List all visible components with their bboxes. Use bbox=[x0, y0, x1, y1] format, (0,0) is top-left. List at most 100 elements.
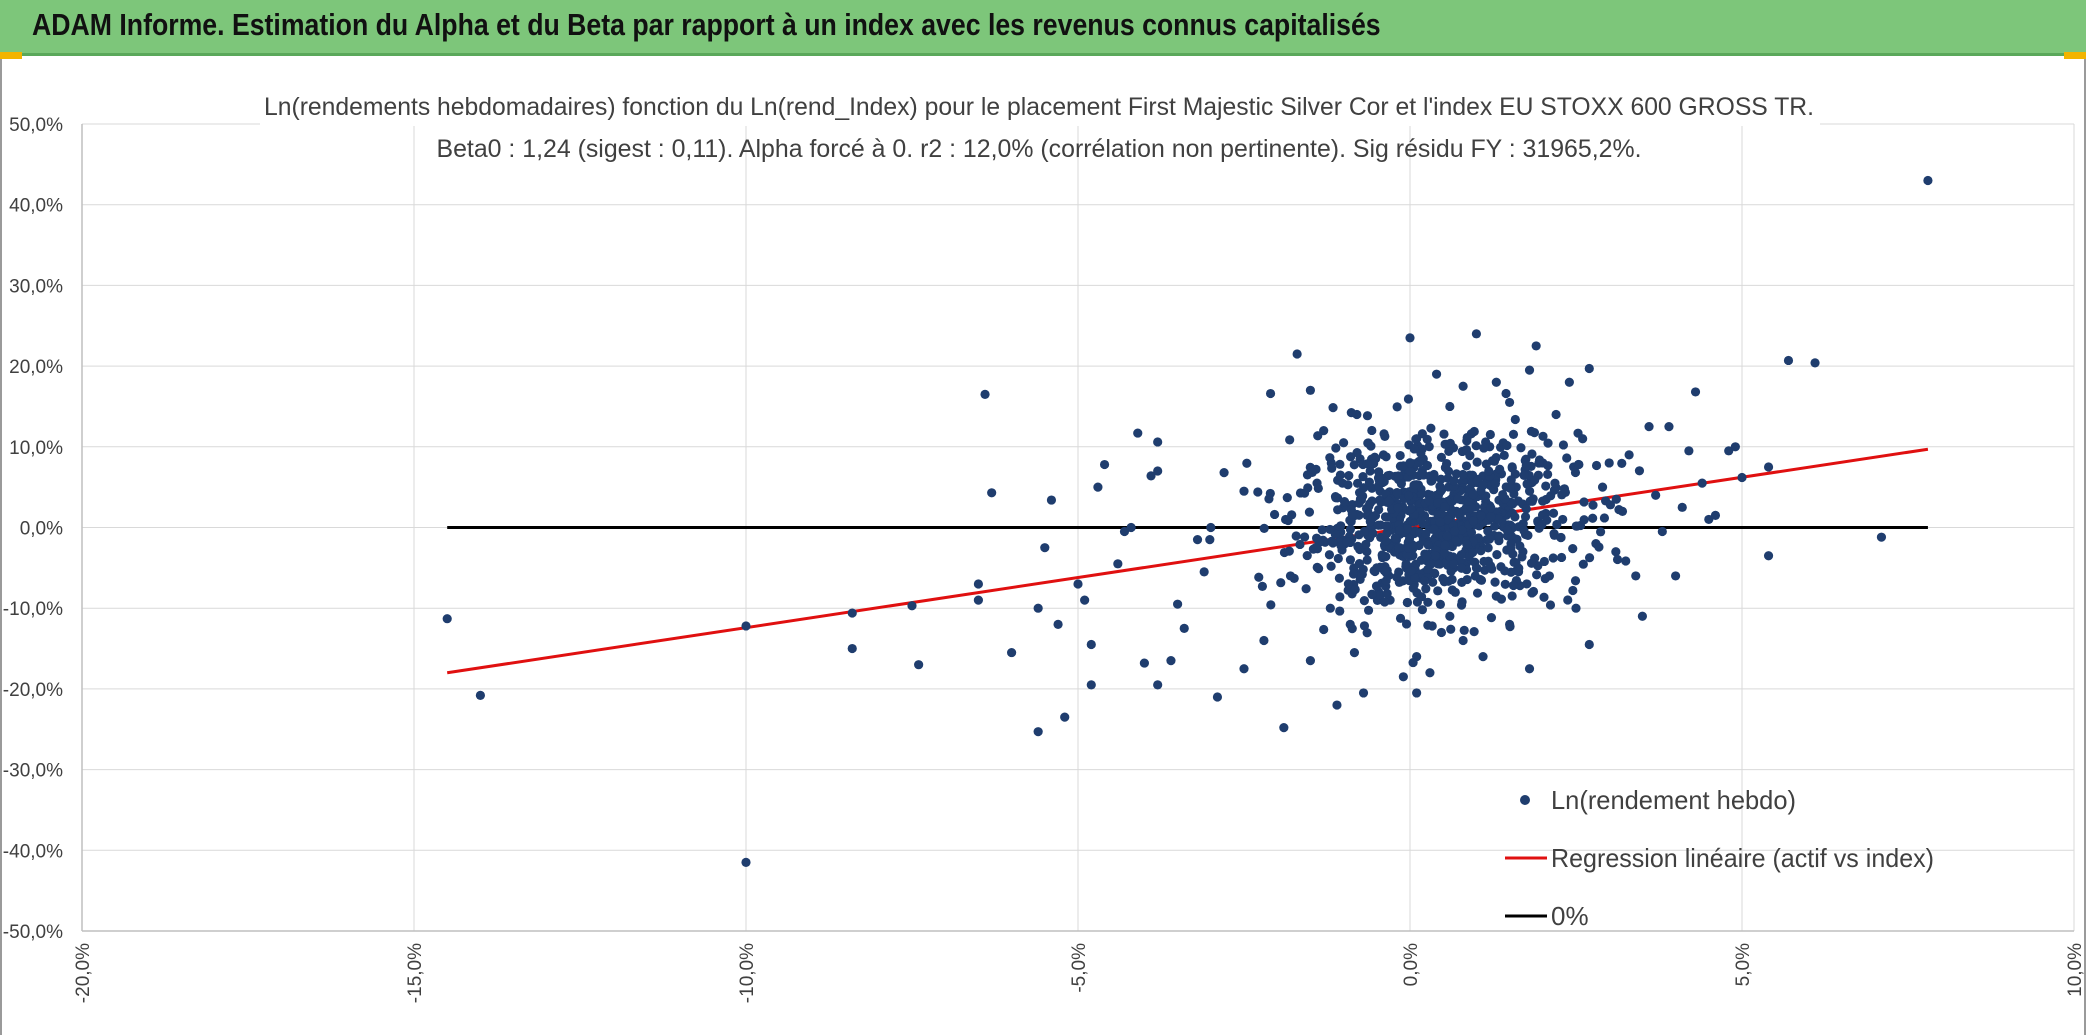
data-point bbox=[1579, 497, 1589, 507]
data-point bbox=[1332, 700, 1342, 710]
data-point bbox=[1330, 492, 1341, 502]
data-point bbox=[1923, 175, 1933, 186]
data-point bbox=[1605, 500, 1616, 510]
data-point bbox=[1371, 581, 1382, 591]
data-point bbox=[1508, 429, 1519, 440]
data-point bbox=[1492, 550, 1502, 560]
data-point bbox=[1429, 472, 1439, 483]
data-point bbox=[1423, 597, 1433, 607]
data-point bbox=[1763, 462, 1774, 472]
data-point bbox=[1499, 450, 1509, 460]
data-point bbox=[1395, 613, 1406, 623]
data-point bbox=[1266, 600, 1276, 610]
y-tick-label: 10,0% bbox=[9, 438, 63, 459]
x-tick-label: -5,0% bbox=[1069, 943, 1090, 993]
data-point bbox=[1384, 496, 1394, 506]
data-point bbox=[1430, 551, 1440, 561]
data-point bbox=[1393, 471, 1404, 481]
data-point bbox=[1380, 597, 1390, 607]
data-point bbox=[1126, 522, 1136, 533]
y-tick-label: -40,0% bbox=[3, 841, 63, 862]
data-point bbox=[1368, 528, 1378, 538]
data-point bbox=[1466, 527, 1477, 538]
data-point bbox=[1737, 472, 1747, 483]
data-point bbox=[1421, 584, 1431, 594]
data-point bbox=[1205, 535, 1215, 545]
data-point bbox=[1445, 438, 1455, 448]
data-point bbox=[1401, 619, 1412, 629]
data-point bbox=[1086, 680, 1096, 690]
data-point bbox=[1362, 411, 1373, 421]
data-point bbox=[1424, 442, 1434, 452]
data-point bbox=[1572, 521, 1582, 531]
data-point bbox=[1543, 438, 1553, 448]
data-point bbox=[1539, 592, 1549, 602]
data-point bbox=[1192, 535, 1203, 545]
data-point bbox=[1368, 512, 1378, 523]
data-point bbox=[1239, 664, 1249, 674]
data-point bbox=[1510, 512, 1520, 522]
data-point bbox=[1556, 552, 1567, 563]
y-tick-label: 50,0% bbox=[9, 115, 63, 136]
data-point bbox=[1558, 440, 1569, 450]
data-point bbox=[1361, 539, 1371, 549]
data-point bbox=[1543, 469, 1553, 479]
data-point bbox=[1584, 553, 1595, 563]
data-point bbox=[1469, 626, 1479, 637]
data-point bbox=[1433, 586, 1443, 596]
data-point bbox=[973, 595, 984, 605]
data-point bbox=[1548, 508, 1559, 518]
data-point bbox=[1212, 692, 1223, 702]
data-point bbox=[1199, 567, 1209, 577]
data-point bbox=[1433, 498, 1443, 508]
data-point bbox=[1476, 575, 1487, 585]
data-point bbox=[1571, 603, 1581, 613]
data-point bbox=[1548, 553, 1558, 563]
data-point bbox=[1335, 459, 1345, 469]
data-point bbox=[987, 488, 997, 498]
data-point bbox=[1382, 528, 1392, 538]
data-point bbox=[1404, 533, 1415, 544]
data-point bbox=[1358, 688, 1369, 698]
data-point bbox=[1426, 423, 1436, 433]
data-point bbox=[1446, 566, 1456, 576]
data-point bbox=[1471, 441, 1481, 451]
data-point bbox=[1139, 658, 1149, 668]
data-point bbox=[1524, 365, 1535, 375]
data-point bbox=[1390, 533, 1400, 543]
data-point bbox=[1410, 480, 1420, 490]
data-point bbox=[1562, 453, 1572, 463]
data-point bbox=[1442, 531, 1452, 541]
data-point bbox=[741, 857, 751, 868]
data-point bbox=[1362, 547, 1372, 557]
data-point bbox=[1549, 485, 1560, 495]
data-point bbox=[1343, 579, 1353, 589]
data-point bbox=[1449, 526, 1460, 536]
data-point bbox=[1624, 450, 1634, 460]
data-point bbox=[1573, 459, 1584, 470]
legend-marker-points bbox=[1520, 795, 1530, 805]
data-point bbox=[1153, 437, 1163, 447]
data-point bbox=[1379, 429, 1389, 439]
data-point bbox=[1354, 530, 1364, 540]
data-point bbox=[1443, 515, 1453, 525]
data-point bbox=[1406, 504, 1416, 514]
data-point bbox=[1486, 503, 1496, 513]
data-point bbox=[1328, 402, 1338, 413]
data-point bbox=[1513, 567, 1524, 577]
data-point bbox=[1359, 596, 1369, 606]
data-point bbox=[1381, 452, 1391, 462]
data-point bbox=[1265, 388, 1276, 399]
data-point bbox=[1347, 509, 1357, 519]
data-point bbox=[1392, 572, 1402, 582]
data-point bbox=[1422, 434, 1432, 444]
data-point bbox=[1617, 458, 1627, 468]
data-point bbox=[1358, 472, 1368, 482]
data-point bbox=[1254, 572, 1264, 582]
data-point bbox=[1763, 551, 1774, 561]
data-point bbox=[1476, 546, 1486, 556]
data-point bbox=[1468, 489, 1478, 500]
data-point bbox=[1362, 459, 1372, 469]
data-point bbox=[1526, 558, 1537, 568]
data-point bbox=[1704, 514, 1714, 525]
